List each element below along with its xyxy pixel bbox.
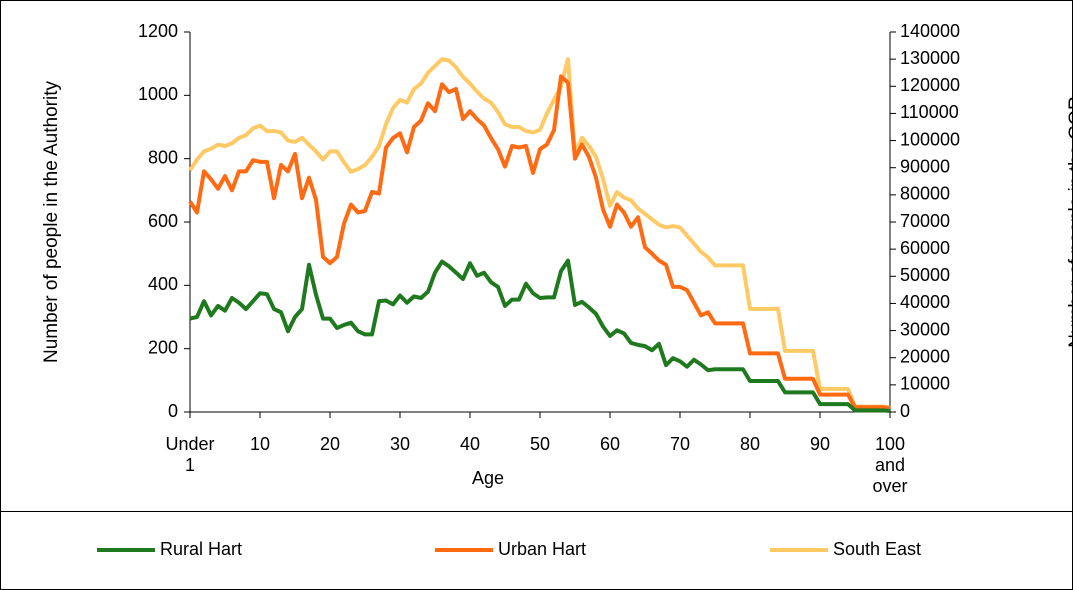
y2-tick-label: 20000 — [900, 346, 950, 366]
x-tick-label: Under 1 — [165, 434, 215, 475]
y2-tick-label: 50000 — [900, 265, 950, 285]
y2-tick-label: 120000 — [900, 75, 960, 95]
y-tick-label: 600 — [148, 211, 178, 231]
y2-tick-label: 10000 — [900, 374, 950, 394]
y2-tick-label: 110000 — [900, 102, 959, 122]
y2-tick-label: 80000 — [900, 184, 950, 204]
y2-tick-label: 30000 — [900, 319, 950, 339]
y2-tick-label: 140000 — [900, 21, 960, 41]
y2-tick-label: 0 — [900, 401, 910, 421]
x-axis-label: Age — [471, 468, 505, 488]
x-tick-label: 90 — [809, 434, 831, 454]
x-tick-label: 80 — [739, 434, 761, 454]
legend-label: South East — [833, 539, 921, 559]
y-tick-label: 400 — [148, 274, 178, 294]
x-tick-label: 40 — [459, 434, 481, 454]
y2-tick-label: 60000 — [900, 238, 950, 258]
y2-tick-label: 40000 — [900, 292, 950, 312]
legend-label: Rural Hart — [160, 539, 242, 559]
x-tick-label: 70 — [669, 434, 691, 454]
y-tick-label: 800 — [148, 147, 178, 167]
series-line — [188, 57, 891, 410]
y2-axis-label: Number of people in the GOR — [1066, 96, 1073, 348]
y2-tick-label: 90000 — [900, 156, 950, 176]
x-tick-label: 10 — [249, 434, 271, 454]
y2-tick-label: 100000 — [900, 129, 960, 149]
x-tick-label: 30 — [389, 434, 411, 454]
legend-label: Urban Hart — [498, 539, 586, 559]
x-tick-label: 100 and over — [872, 434, 908, 496]
series-line — [189, 258, 891, 414]
y2-tick-label: 130000 — [900, 48, 960, 68]
y2-tick-label: 70000 — [900, 211, 950, 231]
x-tick-label: 50 — [529, 434, 551, 454]
y-axis-label: Number of people in the Authority — [41, 81, 62, 364]
y-tick-label: 1000 — [138, 84, 178, 104]
y-tick-label: 1200 — [138, 21, 178, 41]
x-tick-label: 20 — [319, 434, 341, 454]
y-tick-label: 200 — [148, 337, 178, 357]
series-line — [188, 74, 891, 411]
y-tick-label: 0 — [168, 401, 178, 421]
x-tick-label: 60 — [599, 434, 621, 454]
